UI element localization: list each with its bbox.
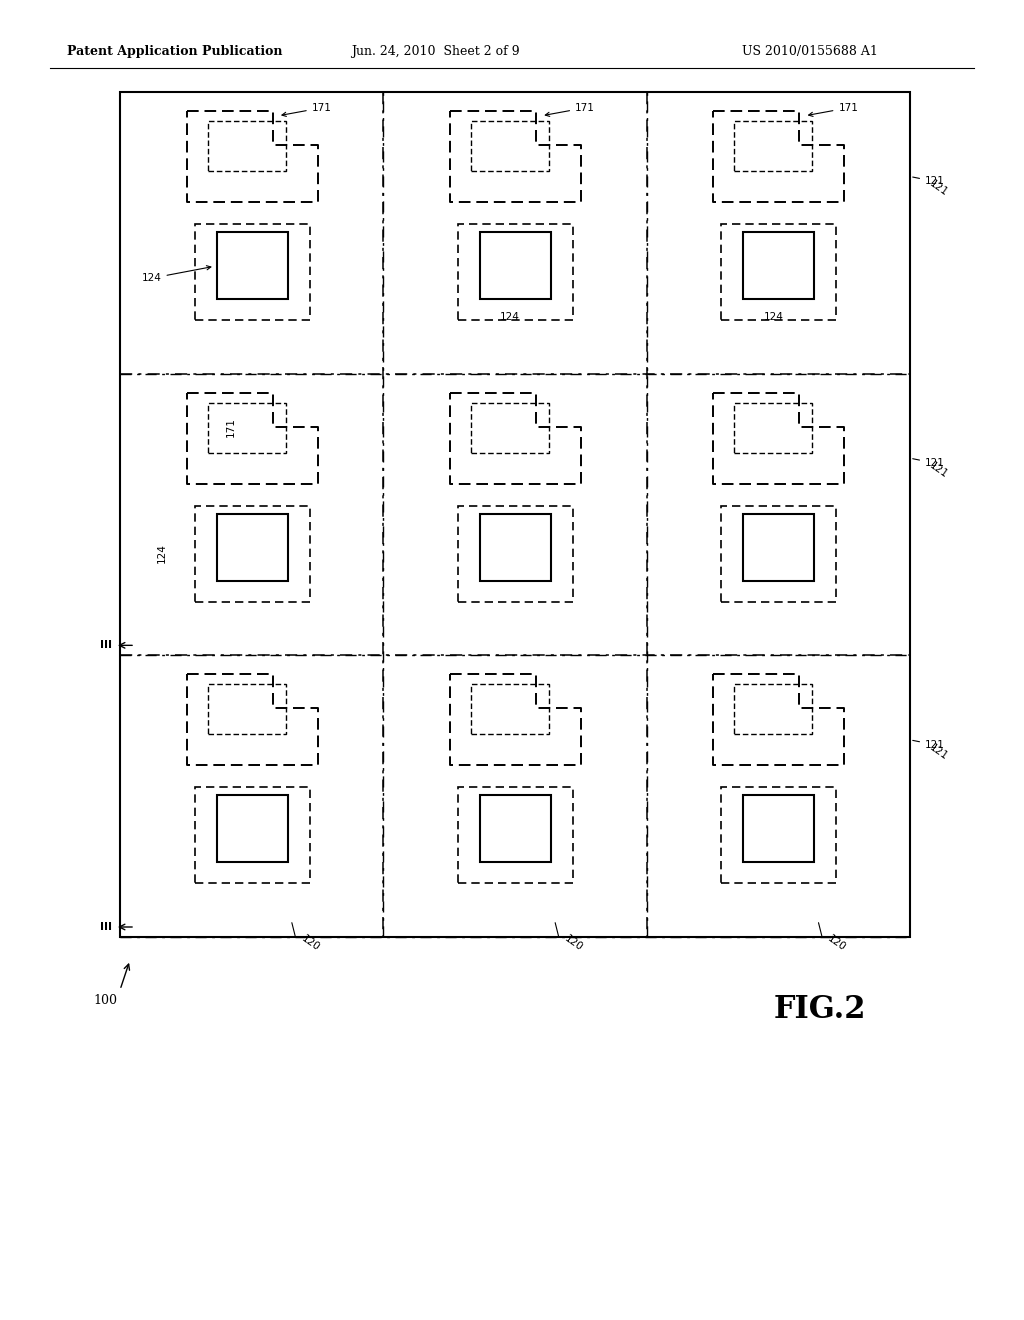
Text: 171: 171 — [282, 103, 332, 116]
Text: 120: 120 — [299, 933, 322, 953]
Bar — [208, 403, 286, 453]
Bar — [743, 513, 814, 581]
Text: 121: 121 — [928, 461, 950, 480]
Text: 121: 121 — [912, 739, 945, 750]
Text: Patent Application Publication: Patent Application Publication — [68, 45, 283, 58]
Bar — [471, 403, 549, 453]
Text: 120: 120 — [825, 933, 848, 953]
Bar — [458, 506, 573, 602]
Bar — [458, 224, 573, 319]
Text: Jun. 24, 2010  Sheet 2 of 9: Jun. 24, 2010 Sheet 2 of 9 — [350, 45, 519, 58]
Bar — [743, 795, 814, 862]
Bar — [743, 232, 814, 298]
Bar — [471, 684, 549, 734]
Text: 124: 124 — [157, 543, 167, 562]
Text: 124: 124 — [764, 312, 783, 322]
Bar — [721, 224, 837, 319]
Bar — [208, 121, 286, 170]
Text: 171: 171 — [546, 103, 595, 116]
Bar — [195, 224, 309, 319]
Text: III: III — [100, 640, 112, 651]
Text: US 2010/0155688 A1: US 2010/0155688 A1 — [742, 45, 878, 58]
Text: 121: 121 — [912, 177, 945, 186]
Bar — [721, 506, 837, 602]
Text: 100: 100 — [93, 994, 117, 1006]
Text: 124: 124 — [500, 312, 520, 322]
Text: FIG.2: FIG.2 — [774, 994, 866, 1026]
Bar — [734, 684, 812, 734]
Bar — [471, 121, 549, 170]
Text: 121: 121 — [928, 742, 950, 762]
Bar — [721, 787, 837, 883]
Bar — [195, 506, 309, 602]
Bar — [217, 795, 288, 862]
Text: III: III — [100, 921, 112, 932]
Text: 121: 121 — [912, 458, 945, 469]
Bar — [734, 403, 812, 453]
Bar — [480, 232, 551, 298]
Bar — [208, 684, 286, 734]
Text: 171: 171 — [809, 103, 858, 116]
Bar — [195, 787, 309, 883]
Bar — [120, 92, 910, 937]
Bar — [480, 795, 551, 862]
Text: 171: 171 — [226, 417, 236, 437]
Text: 120: 120 — [562, 933, 585, 953]
Bar — [217, 513, 288, 581]
Bar — [458, 787, 573, 883]
Text: 121: 121 — [928, 178, 950, 198]
Bar — [480, 513, 551, 581]
Bar — [734, 121, 812, 170]
Bar — [217, 232, 288, 298]
Text: 124: 124 — [141, 265, 211, 284]
